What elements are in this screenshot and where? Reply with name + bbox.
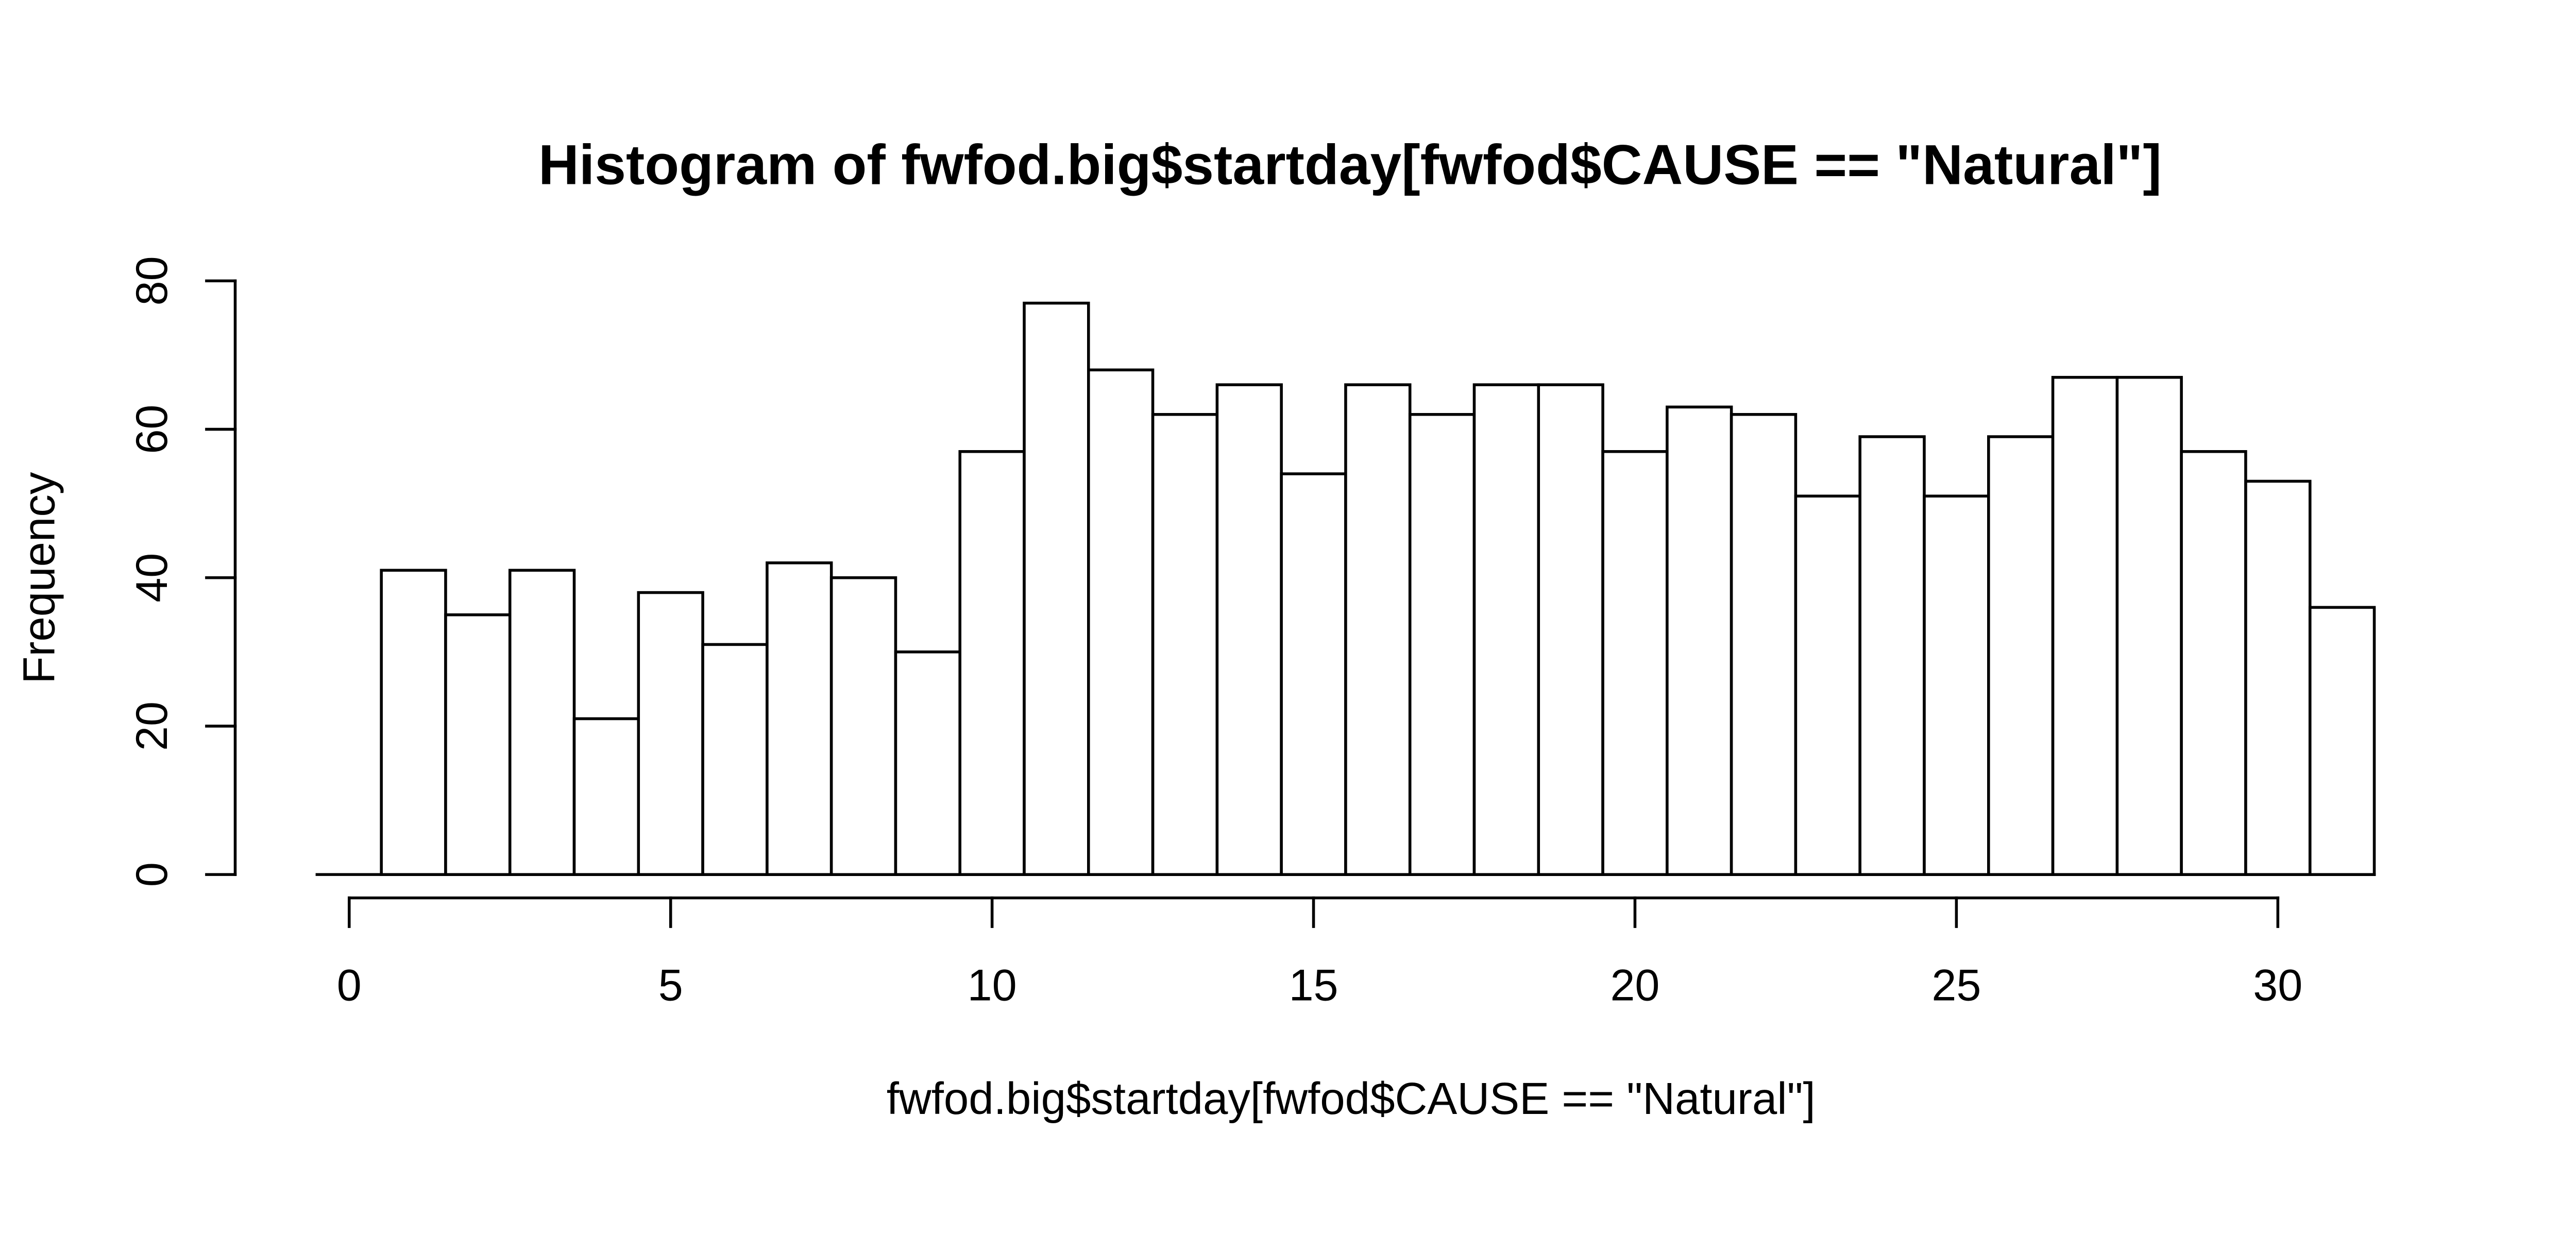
histogram-bar [958,450,1026,876]
histogram-bar [380,569,447,876]
x-tick-label: 5 [658,961,683,1010]
x-tick-label: 25 [1931,961,1981,1010]
y-tick-label: 40 [127,553,177,603]
y-tick-label: 0 [127,862,177,887]
histogram-bar [1794,494,1861,876]
histogram-bar [1215,383,1283,876]
histogram-bar [2244,479,2312,876]
histogram-bar [1666,405,1733,876]
histogram-bar [894,650,962,876]
histogram-bar [572,717,640,876]
histogram-bar [1923,494,1990,876]
histogram-bar [1344,383,1412,876]
histogram-bar [1472,383,1540,876]
histogram-bar [1601,450,1669,876]
histogram-bar [1151,413,1219,876]
histogram-bar [2115,375,2183,876]
histogram-bar [444,613,512,876]
histogram-bar [1730,413,1798,876]
y-axis-title: Frequency [14,472,64,684]
x-tick-label: 0 [337,961,362,1010]
histogram-bar [1537,383,1604,876]
x-tick-label: 10 [968,961,1017,1010]
histogram-bar [2051,375,2119,876]
histogram-bar [508,569,576,876]
histogram-bar [2180,450,2247,876]
x-tick-label: 30 [2253,961,2302,1010]
y-tick-label: 20 [127,701,177,751]
histogram-bar [766,561,833,876]
histogram-bar [1858,435,1926,876]
histogram-bar [829,576,897,876]
histogram-bar [1280,472,1347,876]
histogram-bar [1987,435,2055,876]
histogram-bars [380,301,2376,876]
plot-title: Histogram of fwfod.big$startday[fwfod$CA… [538,133,2162,196]
histogram-bar [701,643,769,876]
x-tick-label: 20 [1610,961,1659,1010]
histogram-bar [637,591,704,876]
histogram-bar [2308,606,2376,876]
histogram-bar [1023,301,1090,876]
y-axis-ticks: 0 20 40 60 80 [127,256,237,887]
y-tick-label: 60 [127,405,177,454]
x-tick-label: 15 [1289,961,1338,1010]
x-axis-ticks: 0 5 10 15 20 25 30 [337,896,2302,1010]
histogram-bar [1087,368,1155,876]
y-tick-label: 80 [127,256,177,305]
x-axis-title: fwfod.big$startday[fwfod$CAUSE == "Natur… [887,1074,1816,1124]
histogram-bar [1408,413,1476,876]
